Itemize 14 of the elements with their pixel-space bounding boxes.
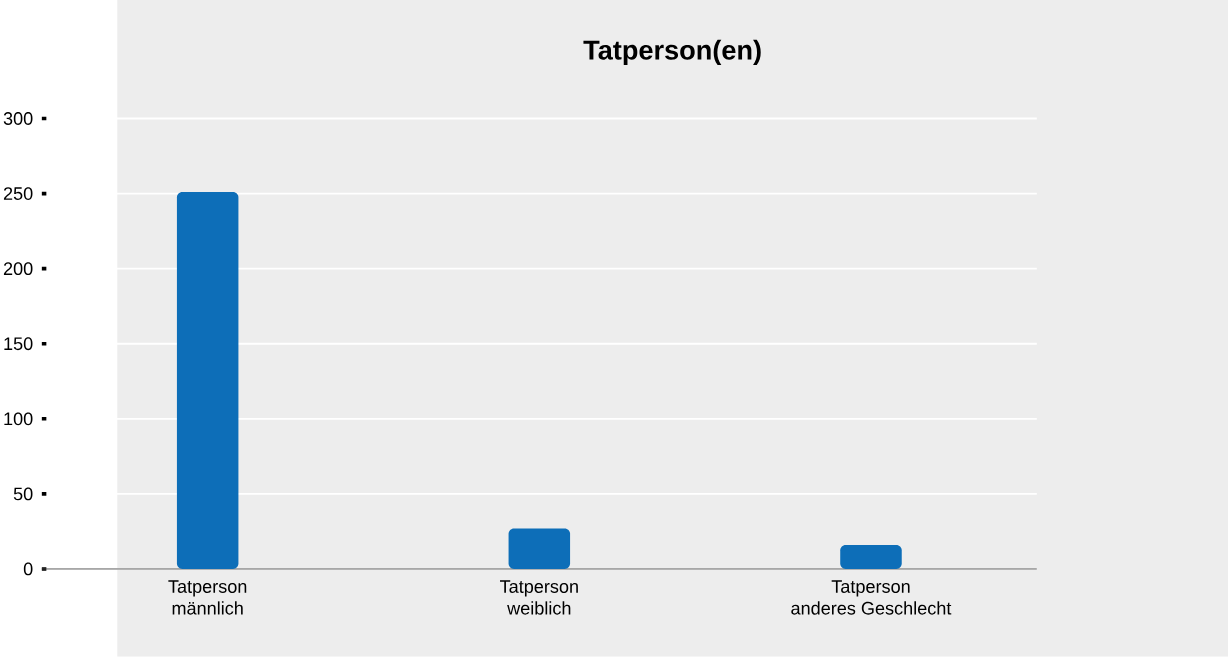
chart-title: Tatperson(en)	[583, 39, 761, 66]
bar	[176, 192, 239, 570]
x-tick-label: Tatperson männlich	[168, 580, 247, 615]
y-tick-label: 0	[23, 562, 33, 576]
y-tick-label: 150	[4, 337, 33, 351]
y-tick-label: 250	[3, 187, 33, 201]
y-tick-label: 300	[3, 112, 33, 126]
x-tick-label: Tatperson anderes Geschlecht	[791, 580, 952, 615]
bar	[508, 528, 571, 570]
y-tick-label: 200	[3, 262, 33, 276]
x-tick-label: Tatperson weiblich	[500, 580, 578, 615]
bar	[840, 545, 902, 570]
y-tick-label: 100	[4, 412, 33, 426]
y-tick-label: 50	[13, 487, 33, 501]
